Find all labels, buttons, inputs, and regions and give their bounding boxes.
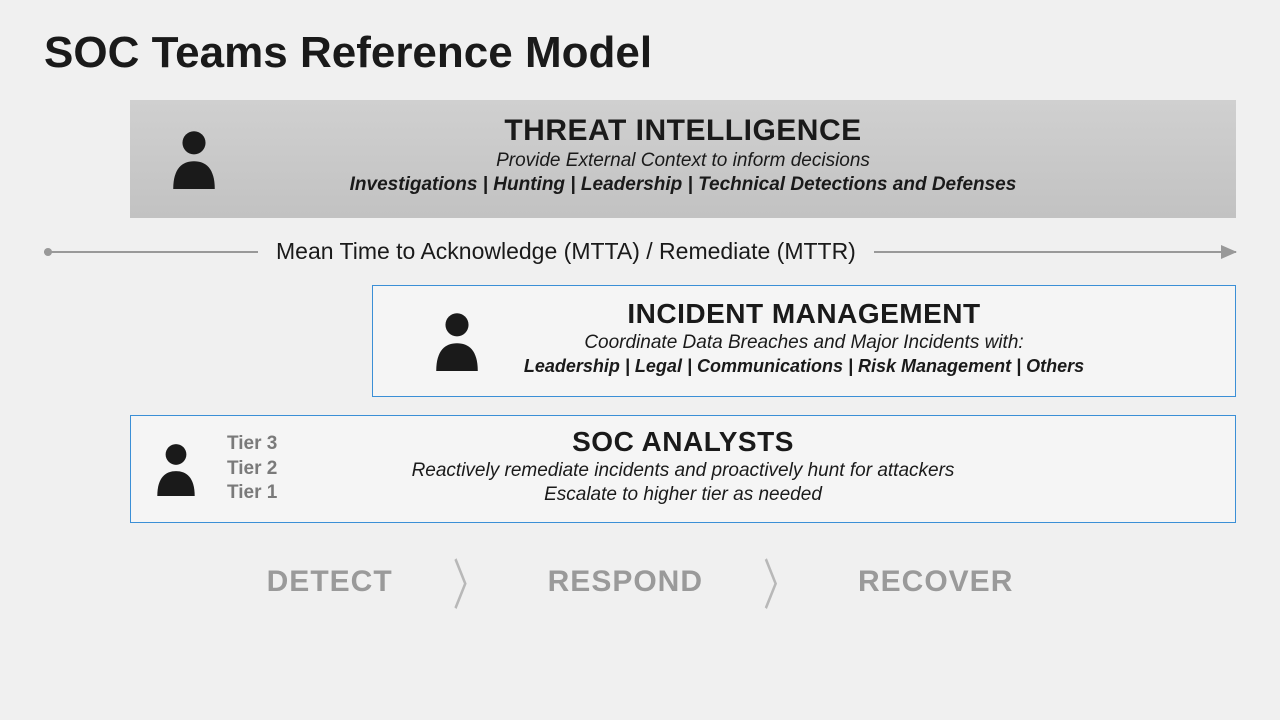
arrow-right-segment — [874, 251, 1236, 253]
chevron-right-icon: 〉 — [763, 542, 798, 620]
threat-title: THREAT INTELLIGENCE — [150, 114, 1216, 148]
phase-row: DETECT 〉 RESPOND 〉 RECOVER — [44, 557, 1236, 606]
mtta-label: Mean Time to Acknowledge (MTTA) / Remedi… — [258, 238, 874, 265]
soc-analysts-box: Tier 3 Tier 2 Tier 1 SOC ANALYSTS Reacti… — [130, 415, 1236, 523]
threat-bold-line: Investigations | Hunting | Leadership | … — [150, 174, 1216, 196]
person-icon — [166, 129, 222, 189]
tier-label: Tier 1 — [227, 481, 277, 506]
mtta-arrow-row: Mean Time to Acknowledge (MTTA) / Remedi… — [44, 238, 1236, 265]
analysts-title: SOC ANALYSTS — [151, 426, 1215, 458]
phase-respond: RESPOND — [548, 565, 703, 599]
incident-title: INCIDENT MANAGEMENT — [393, 298, 1215, 330]
person-icon — [429, 311, 485, 371]
incident-bold-line: Leadership | Legal | Communications | Ri… — [393, 356, 1215, 377]
threat-subtitle: Provide External Context to inform decis… — [150, 150, 1216, 172]
analysts-line-1: Reactively remediate incidents and proac… — [151, 460, 1215, 482]
analysts-line-2: Escalate to higher tier as needed — [151, 484, 1215, 506]
phase-detect: DETECT — [267, 565, 393, 599]
tier-label: Tier 2 — [227, 457, 277, 482]
incident-text-block: INCIDENT MANAGEMENT Coordinate Data Brea… — [393, 298, 1215, 377]
tier-label: Tier 3 — [227, 432, 277, 457]
threat-text-block: THREAT INTELLIGENCE Provide External Con… — [150, 114, 1216, 196]
tier-list: Tier 3 Tier 2 Tier 1 — [227, 432, 277, 506]
chevron-right-icon: 〉 — [453, 542, 488, 620]
phase-recover: RECOVER — [858, 565, 1013, 599]
arrow-left-segment — [44, 251, 258, 253]
incident-management-box: INCIDENT MANAGEMENT Coordinate Data Brea… — [372, 285, 1236, 397]
person-icon — [151, 442, 201, 496]
page-title: SOC Teams Reference Model — [44, 28, 1236, 78]
incident-subtitle: Coordinate Data Breaches and Major Incid… — [393, 332, 1215, 354]
threat-intelligence-box: THREAT INTELLIGENCE Provide External Con… — [130, 100, 1236, 218]
analysts-text-block: SOC ANALYSTS Reactively remediate incide… — [151, 426, 1215, 506]
slide: SOC Teams Reference Model THREAT INTELLI… — [0, 0, 1280, 720]
